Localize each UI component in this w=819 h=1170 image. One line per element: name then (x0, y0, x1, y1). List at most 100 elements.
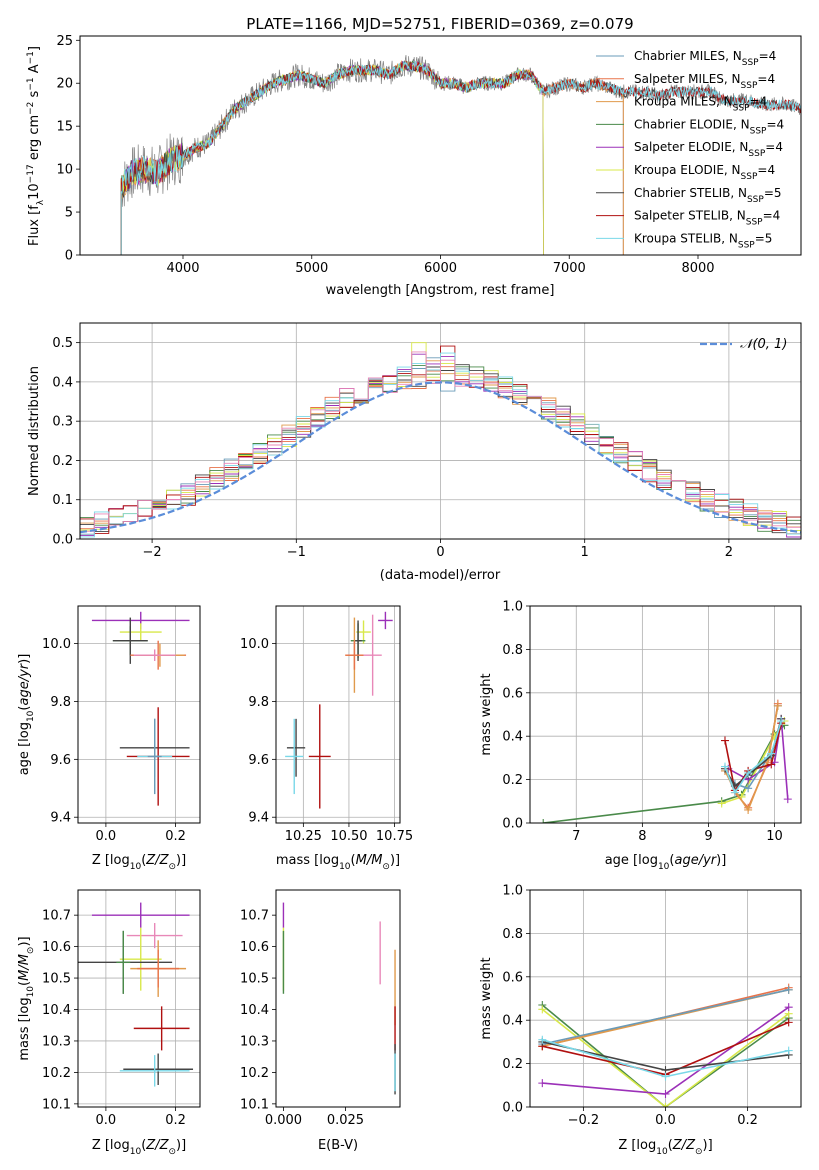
y-tick-label: 10.0 (240, 637, 269, 652)
errorbar-point (123, 1053, 194, 1085)
residual-axes: −2 −1 0 1 2 0.0 0.1 0.2 0.3 0.4 0.5 (data-model)/er… (27, 322, 802, 583)
y-tick-label: 10 (56, 163, 73, 178)
errorbar-point (112, 617, 148, 664)
x-tick-label: 0.2 (165, 1113, 186, 1128)
y-tick-label: 0.3 (52, 415, 73, 430)
data-point (784, 1003, 793, 1012)
y-tick-label: 0.8 (502, 643, 523, 658)
x-axis-label: Z [log10(Z/Z⊙)] (92, 1138, 186, 1157)
y-tick-label: 0.4 (502, 1014, 523, 1029)
y-tick-label: 0.6 (502, 970, 523, 985)
y-axis-label: mass weight (479, 957, 494, 1039)
x-tick-label: −1 (287, 545, 306, 560)
y-axis-label: Flux [fλ10−17 erg cm−2 s−1 A−1] (26, 46, 46, 246)
x-tick-label: 5000 (295, 261, 328, 276)
x-axis-label: E(B-V) (318, 1138, 358, 1153)
data-point (538, 1079, 547, 1088)
x-tick-label: −2 (143, 545, 162, 560)
plot-area (78, 902, 194, 1087)
normal-curve (80, 381, 801, 534)
errorbar-point (285, 718, 304, 795)
plot-area (538, 983, 793, 1107)
data-point (539, 819, 548, 823)
axes-frame (529, 889, 802, 1108)
series-line (542, 989, 789, 1045)
x-tick-label: 2 (725, 545, 733, 560)
x-tick-label: 7 (572, 829, 580, 844)
x-tick-label: 10.25 (285, 829, 322, 844)
series-line (541, 1004, 790, 1107)
x-tick-label: 8 (638, 829, 646, 844)
y-tick-label: 0.2 (502, 773, 523, 788)
data-point (717, 799, 726, 808)
errorbar-point (133, 649, 176, 661)
x-tick-label: 7000 (553, 261, 586, 276)
y-tick-label: 10.6 (240, 940, 269, 955)
y-tick-label: 0.8 (502, 927, 523, 942)
x-tick-label: 0.000 (265, 1113, 302, 1128)
z-mass-axes: 0.0 0.2 10.1 10.2 10.3 10.4 10.5 10.6 10.7 Z [log… (17, 889, 201, 1157)
y-tick-label: 10.1 (240, 1097, 269, 1112)
y-tick-label: 0.2 (502, 1057, 523, 1072)
axes-frame (77, 605, 201, 824)
x-axis-label: (data-model)/error (380, 568, 501, 583)
y-tick-label: 0.5 (52, 336, 73, 351)
y-tick-label: 0.0 (52, 533, 73, 548)
legend-label: Chabrier STELIB, NSSP=5 (634, 186, 782, 205)
y-tick-label: 10.7 (240, 909, 269, 924)
errorbar-point (91, 902, 190, 928)
legend-label: Salpeter ELODIE, NSSP=4 (634, 140, 783, 159)
spectrum-axes: 4000 5000 6000 7000 8000 0 5 10 15 20 25 wavelength… (26, 34, 802, 298)
data-point (720, 762, 729, 771)
data-point (661, 1072, 670, 1081)
errorbar-point (116, 930, 131, 994)
data-point (661, 1089, 670, 1098)
y-tick-label: 10.4 (240, 1003, 269, 1018)
y-tick-label: 0 (65, 249, 73, 264)
y-tick-label: 15 (56, 120, 73, 135)
y-tick-label: 0.2 (52, 454, 73, 469)
x-tick-label: 10 (766, 829, 783, 844)
data-point (773, 701, 782, 710)
x-tick-label: 0.2 (165, 829, 186, 844)
y-tick-label: 10.7 (42, 909, 71, 924)
plot-area (285, 611, 393, 809)
plot-area (282, 902, 396, 1095)
x-axis-label: age [log10(age/yr)] (605, 853, 727, 872)
data-point (767, 749, 776, 758)
errorbar-point (119, 1055, 190, 1087)
x-tick-label: 8000 (681, 261, 714, 276)
y-tick-label: 10.1 (42, 1097, 71, 1112)
errorbar-point (119, 623, 162, 641)
errorbar-point (147, 718, 162, 795)
legend-label: Chabrier MILES, NSSP=4 (634, 49, 776, 68)
x-axis-label: Z [log10(Z/Z⊙)] (92, 853, 186, 872)
series-line (120, 60, 801, 255)
x-axis-label: Z [log10(Z/Z⊙)] (618, 1138, 712, 1157)
mass-age-axes: 10.25 10.50 10.75 9.4 9.6 9.8 10.0 mass [log10(… (240, 605, 413, 872)
y-tick-label: 9.6 (248, 753, 269, 768)
x-tick-label: 0.0 (96, 1113, 117, 1128)
data-point (538, 1005, 547, 1014)
errorbar-point (126, 923, 183, 949)
x-tick-label: 0 (436, 545, 444, 560)
axes-frame (275, 889, 401, 1108)
x-tick-label: 0.025 (327, 1113, 364, 1128)
data-point (661, 1103, 670, 1107)
errorbar-point (308, 704, 331, 809)
errorbar-point (119, 927, 162, 991)
chart-title: PLATE=1166, MJD=52751, FIBERID=0369, z=0… (246, 15, 633, 33)
x-axis-label: mass [log10(M/M⊙)] (276, 853, 400, 872)
legend-label: Salpeter STELIB, NSSP=4 (634, 209, 780, 228)
data-point (784, 1046, 793, 1055)
axes-frame (77, 889, 201, 1108)
errorbar-point (137, 949, 180, 988)
plot-area (91, 611, 190, 806)
y-tick-label: 0.0 (502, 817, 523, 832)
errorbar-point (378, 611, 393, 630)
legend-label: Kroupa ELODIE, NSSP=4 (634, 163, 775, 182)
y-axis-label: mass weight (479, 673, 494, 755)
x-tick-label: −0.2 (568, 1113, 600, 1128)
y-tick-label: 0.1 (52, 493, 73, 508)
data-point (744, 784, 753, 793)
